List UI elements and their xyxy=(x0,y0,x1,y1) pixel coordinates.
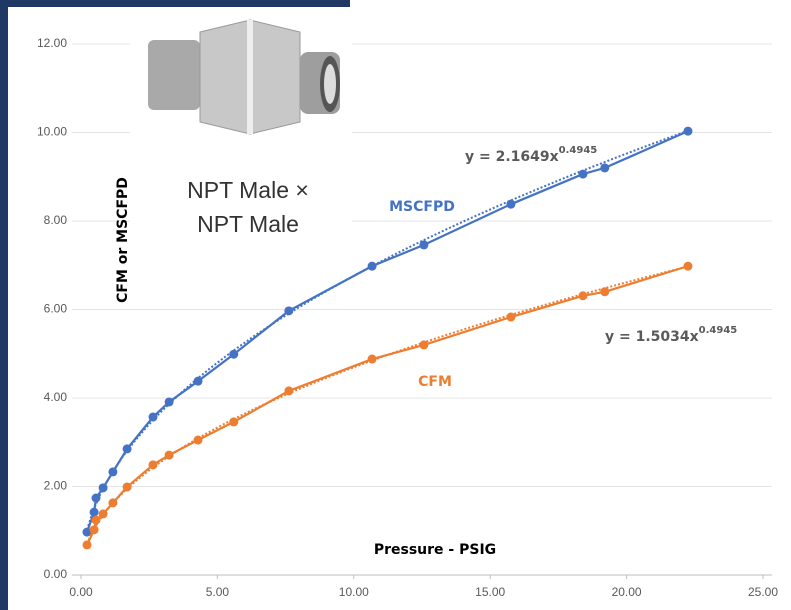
equation-exponent: 0.4945 xyxy=(699,325,738,336)
data-point xyxy=(90,508,99,517)
data-point xyxy=(83,540,92,549)
data-point xyxy=(123,444,132,453)
series-label: CFM xyxy=(418,374,452,390)
y-tick-label: 10.00 xyxy=(37,125,67,139)
data-point xyxy=(194,436,203,445)
chart: NPT Male × NPT Male CFM or MSCFPD Pressu… xyxy=(0,0,791,610)
data-point xyxy=(368,355,377,364)
equation-text: y = 1.5034x xyxy=(605,329,699,345)
y-axis-label: CFM or MSCFPD xyxy=(115,177,131,303)
page: {"chart_data": { "type": "line", "y_labe… xyxy=(0,0,791,610)
data-point xyxy=(284,386,293,395)
image-caption: NPT Male xyxy=(197,211,299,237)
data-point xyxy=(683,262,692,271)
data-point xyxy=(108,498,117,507)
x-tick-label: 10.00 xyxy=(339,585,369,599)
data-point xyxy=(600,287,609,296)
x-tick-label: 25.00 xyxy=(748,585,778,599)
data-point xyxy=(506,200,515,209)
data-point xyxy=(92,516,101,525)
data-point xyxy=(578,170,587,179)
data-point xyxy=(683,127,692,136)
trendline xyxy=(87,267,688,544)
x-tick-label: 0.00 xyxy=(69,585,93,599)
data-point xyxy=(229,417,238,426)
data-point xyxy=(90,525,99,534)
data-point xyxy=(149,413,158,422)
data-point xyxy=(123,482,132,491)
data-point xyxy=(284,306,293,315)
trendline-equation: y = 2.1649x0.4945 xyxy=(465,145,597,165)
equation-exponent: 0.4945 xyxy=(559,145,598,156)
frame-left xyxy=(0,0,8,610)
data-point xyxy=(229,350,238,359)
data-point xyxy=(419,340,428,349)
data-point xyxy=(92,494,101,503)
y-tick-label: 12.00 xyxy=(37,36,67,50)
equation-text: y = 2.1649x xyxy=(465,149,559,165)
data-point xyxy=(194,377,203,386)
y-tick-label: 4.00 xyxy=(44,390,68,404)
x-tick-label: 20.00 xyxy=(612,585,642,599)
x-tick-label: 5.00 xyxy=(206,585,230,599)
image-caption: NPT Male × xyxy=(187,177,309,203)
y-tick-label: 2.00 xyxy=(44,479,68,493)
data-point xyxy=(419,240,428,249)
data-point xyxy=(99,509,108,518)
trendline-equation: y = 1.5034x0.4945 xyxy=(605,325,737,345)
data-point xyxy=(578,291,587,300)
x-tick-label: 15.00 xyxy=(475,585,505,599)
data-point xyxy=(99,483,108,492)
data-point xyxy=(108,467,117,476)
data-point xyxy=(165,451,174,460)
series-label: MSCFPD xyxy=(389,199,455,215)
series-line xyxy=(87,266,688,545)
x-axis-label: Pressure - PSIG xyxy=(374,542,496,558)
y-tick-label: 6.00 xyxy=(44,302,68,316)
y-tick-label: 8.00 xyxy=(44,213,68,227)
data-point xyxy=(368,262,377,271)
data-point xyxy=(600,163,609,172)
data-point xyxy=(149,460,158,469)
y-tick-label: 0.00 xyxy=(44,567,68,581)
product-image: NPT Male × NPT Male xyxy=(130,8,352,253)
data-point xyxy=(506,313,515,322)
data-point xyxy=(165,397,174,406)
frame-top xyxy=(0,0,350,7)
